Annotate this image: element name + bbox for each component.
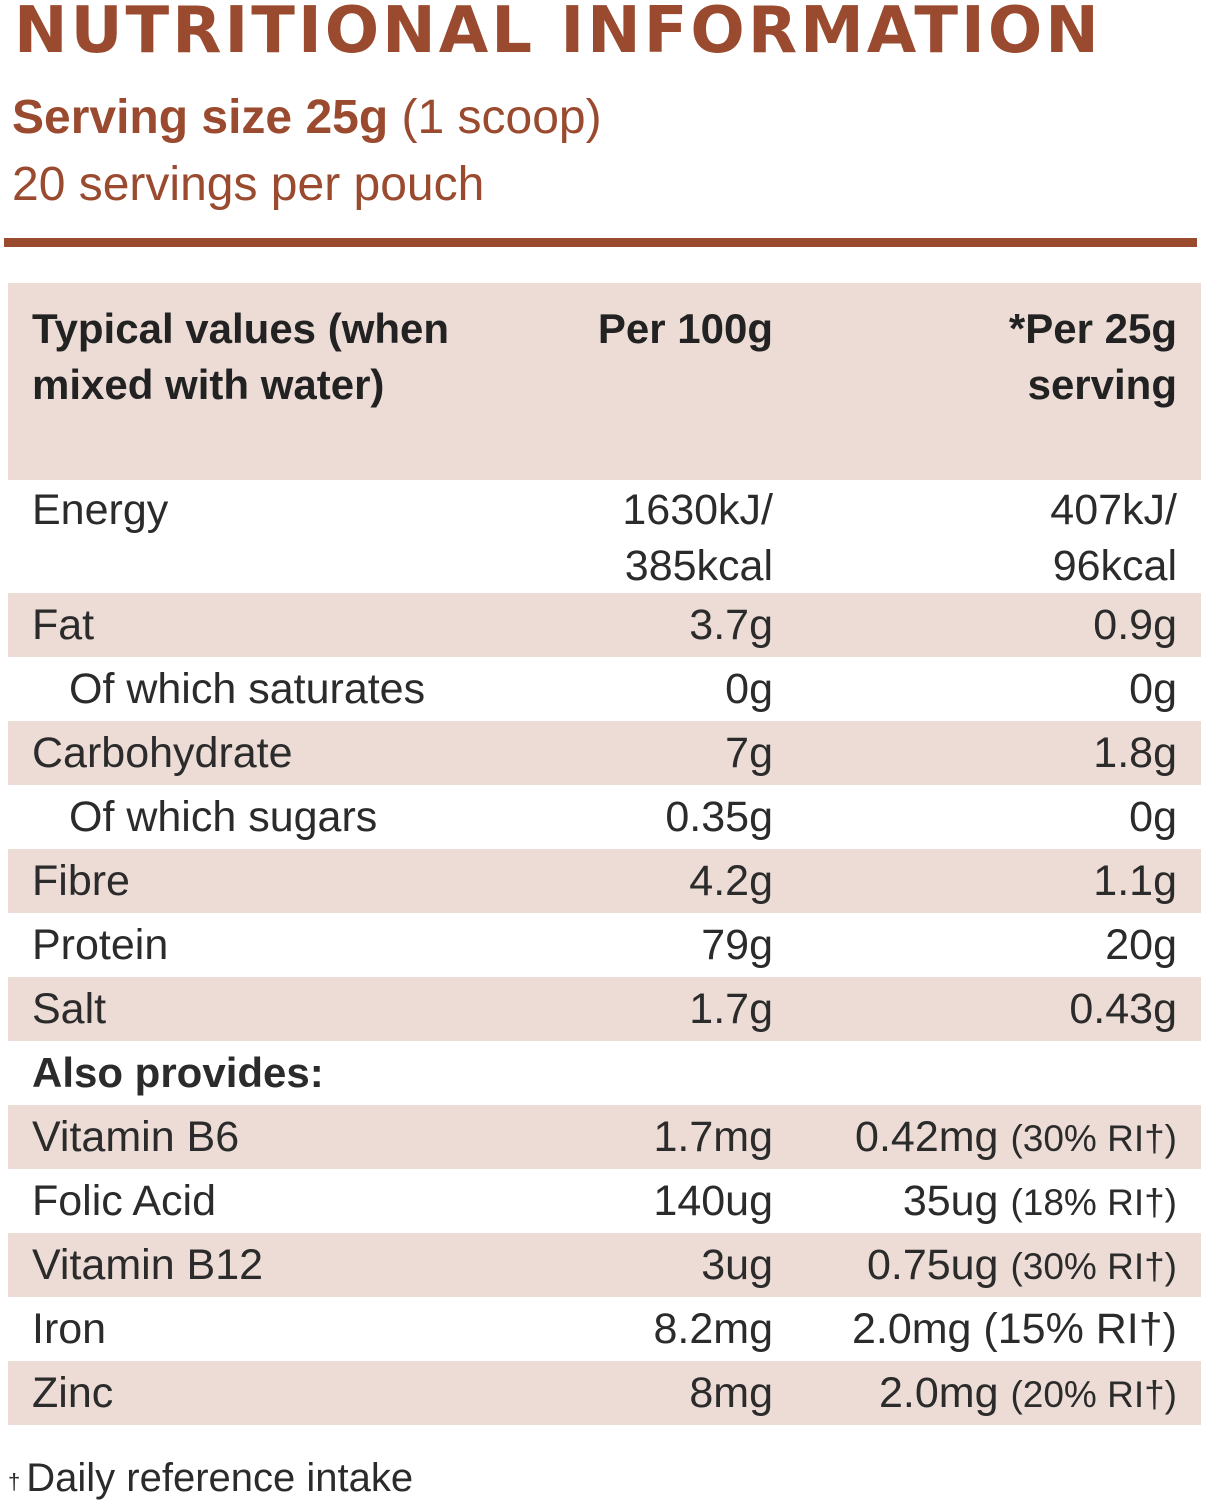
row-serving: 35ug (18% RI†) [903,1172,1177,1232]
row-label: Fibre [32,857,130,905]
also-provides-heading: Also provides: [32,1049,324,1096]
serving-size: Serving size 25g (1 scoop) [12,88,602,148]
serving-size-note: (1 scoop) [388,91,602,144]
row-label: Folic Acid [32,1177,217,1225]
row-serving: 0.9g [1093,601,1177,649]
serving-kj: 407kJ/ [1050,486,1177,534]
table-row-folic-acid: Folic Acid 140ug 35ug (18% RI†) [8,1169,1201,1233]
table-row-protein: Protein 79g 20g [8,913,1201,977]
ri-percent: (30% RI†) [1010,1118,1177,1159]
ri-percent: (18% RI†) [1010,1182,1177,1223]
table-row-salt: Salt 1.7g 0.43g [8,977,1201,1041]
row-per100: 3ug [701,1241,773,1289]
column-header-per-serving: *Per 25g serving [1008,305,1177,408]
per100-kj: 1630kJ/ [622,486,773,534]
row-label: Vitamin B12 [32,1241,264,1289]
serving-kcal: 96kcal [1052,542,1177,590]
column-header-per-100g: Per 100g [597,305,773,352]
table-row-fat: Fat 3.7g 0.9g [8,593,1201,657]
table-row-fibre: Fibre 4.2g 1.1g [8,849,1201,913]
serving-amount: 0.75ug [866,1241,999,1289]
ri-percent: (15% RI†) [983,1305,1177,1353]
serving-amount: 0.42mg [855,1113,999,1161]
row-serving: 1.8g [1093,729,1177,777]
row-per100: 0.35g [665,793,773,841]
table-row-vitamin-b6: Vitamin B6 1.7mg 0.42mg (30% RI†) [8,1105,1201,1169]
row-serving: 0g [1129,665,1177,713]
row-label: Of which saturates [69,665,426,713]
row-label: Iron [32,1305,107,1353]
row-label: Salt [32,985,107,1033]
row-label: Energy [32,486,169,534]
table-row-energy: Energy 1630kJ/385kcal 407kJ/96kcal [8,480,1201,593]
table-row-saturates: Of which saturates 0g 0g [8,657,1201,721]
row-per100: 8.2mg [653,1305,773,1353]
ri-percent: (30% RI†) [1010,1246,1177,1287]
row-label: Carbohydrate [32,729,293,777]
row-per100: 0g [725,665,773,713]
per100-kcal: 385kcal [624,542,773,590]
serving-amount: 2.0mg [851,1305,972,1353]
row-serving: 1.1g [1093,857,1177,905]
divider [4,238,1197,247]
serving-amount: 2.0mg [878,1369,999,1417]
row-label: Of which sugars [69,793,378,841]
row-serving: 0.42mg (30% RI†) [855,1108,1177,1168]
table-header-row: Typical values (when mixed with water) P… [8,283,1201,480]
row-serving: 407kJ/96kcal [1050,482,1177,594]
row-label: Fat [32,601,95,649]
footnote-mark: † [8,1469,21,1494]
serving-amount: 35ug [902,1177,999,1225]
row-serving: 2.0mg (15% RI†) [852,1300,1177,1358]
row-label: Vitamin B6 [32,1113,240,1161]
row-per100: 140ug [653,1177,773,1225]
footnote: † Daily reference intake [8,1450,413,1506]
page-title: NUTRITIONAL INFORMATION [14,0,1102,68]
row-per100: 79g [701,921,773,969]
row-serving: 0.75ug (30% RI†) [867,1236,1177,1296]
row-per100: 1.7g [689,985,773,1033]
servings-per-pack: 20 servings per pouch [12,158,485,211]
table-row-sugars: Of which sugars 0.35g 0g [8,785,1201,849]
column-header-typical-values: Typical values (when mixed with water) [32,305,450,408]
row-serving: 0.43g [1069,985,1177,1033]
row-per100: 3.7g [689,601,773,649]
row-serving: 0g [1129,793,1177,841]
footnote-text: Daily reference intake [26,1456,414,1500]
table-row-carbohydrate: Carbohydrate 7g 1.8g [8,721,1201,785]
row-label: Protein [32,921,169,969]
row-per100: 4.2g [689,857,773,905]
row-serving: 20g [1105,921,1177,969]
row-per100: 1.7mg [653,1113,773,1161]
row-label: Zinc [32,1369,114,1417]
row-per100: 8mg [689,1369,773,1417]
row-per100: 1630kJ/385kcal [622,482,773,594]
ri-percent: (20% RI†) [1010,1374,1177,1415]
table-row-iron: Iron 8.2mg 2.0mg (15% RI†) [8,1297,1201,1361]
table-row-vitamin-b12: Vitamin B12 3ug 0.75ug (30% RI†) [8,1233,1201,1297]
row-serving: 2.0mg (20% RI†) [879,1364,1177,1424]
also-provides-row: Also provides: [8,1041,1201,1105]
nutrition-table: Typical values (when mixed with water) P… [8,283,1201,1425]
row-per100: 7g [725,729,773,777]
table-row-zinc: Zinc 8mg 2.0mg (20% RI†) [8,1361,1201,1425]
serving-size-bold: Serving size 25g [12,91,389,144]
